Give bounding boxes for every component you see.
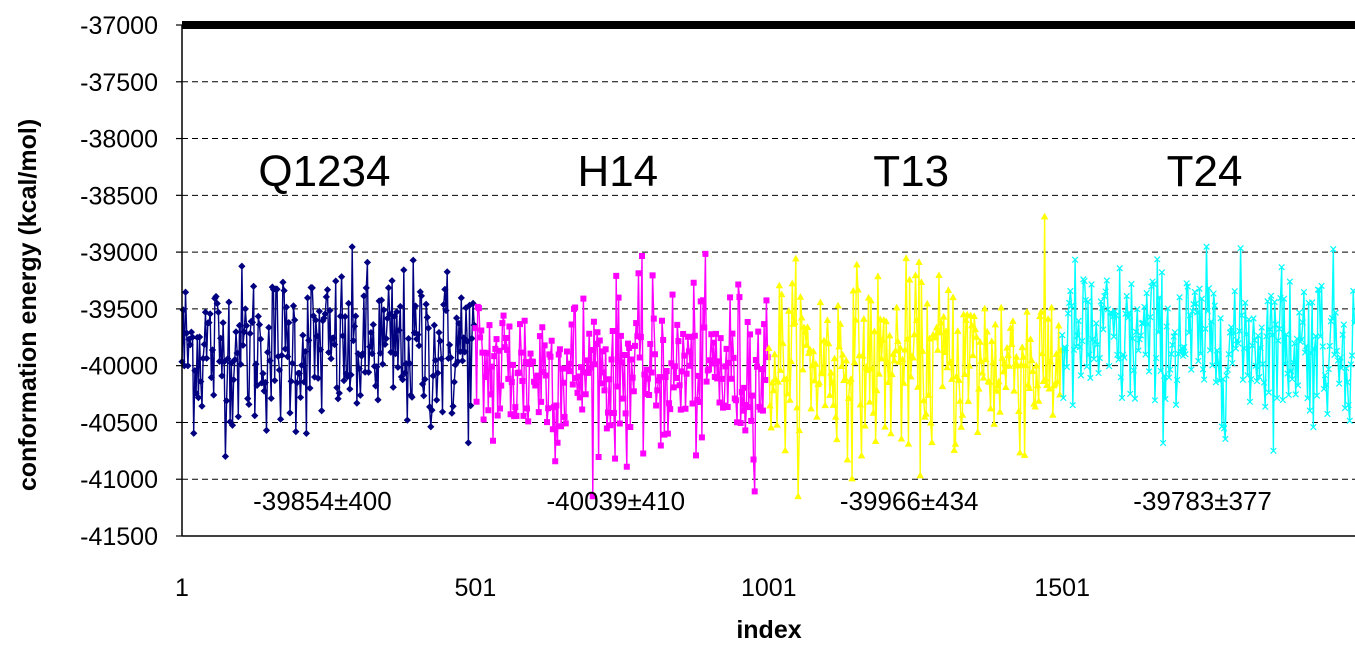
- y-tick-label: -37000: [80, 12, 158, 40]
- mean-sd-annotation: -39966±434: [840, 486, 979, 516]
- series-layer: [178, 212, 1355, 500]
- mean-sd-annotation: -39854±400: [253, 486, 392, 516]
- y-tick-label: -38500: [80, 182, 158, 210]
- x-tick-label: 1: [175, 574, 189, 602]
- y-tick-label: -41500: [80, 523, 158, 551]
- series-t24: [1058, 243, 1355, 455]
- mean-sd-annotation: -39783±377: [1133, 486, 1272, 516]
- y-tick-label: -38000: [80, 126, 158, 154]
- y-axis-title: conformation energy (kcal/mol): [14, 119, 42, 491]
- series-markers: [472, 250, 771, 500]
- series-markers: [1058, 243, 1355, 455]
- y-tick-label: -41000: [80, 466, 158, 494]
- chart-labels: Q1234 -39854±400 H14 -40039±410 T13 -39966±43…: [253, 147, 1272, 516]
- group-label: Q1234: [258, 147, 390, 196]
- series-line: [768, 215, 1062, 497]
- series-h14: [472, 250, 771, 500]
- group-label: T24: [1167, 147, 1243, 196]
- mean-sd-annotation: -40039±410: [546, 486, 685, 516]
- y-tick-label: -39000: [80, 239, 158, 267]
- y-tick-label: -37500: [80, 69, 158, 97]
- axes: -37000 -37500 -38000 -38500 -39000 -39500 -400…: [80, 12, 1355, 602]
- grid-lines: [182, 81, 1355, 480]
- series-line: [474, 253, 769, 497]
- x-axis-title: index: [736, 616, 801, 644]
- series-q1234: [178, 243, 478, 460]
- x-tick-label: 1001: [741, 574, 797, 602]
- y-tick-label: -40000: [80, 353, 158, 381]
- series-markers: [765, 212, 1065, 500]
- y-tick-label: -39500: [80, 296, 158, 324]
- series-line: [181, 246, 475, 458]
- series-t13: [765, 212, 1065, 500]
- group-label: H14: [577, 147, 658, 196]
- y-tick-label: -40500: [80, 409, 158, 437]
- x-tick-label: 501: [455, 574, 497, 602]
- group-label: T13: [873, 147, 949, 196]
- top-axis-band: [182, 21, 1355, 29]
- x-tick-label: 1501: [1034, 574, 1090, 602]
